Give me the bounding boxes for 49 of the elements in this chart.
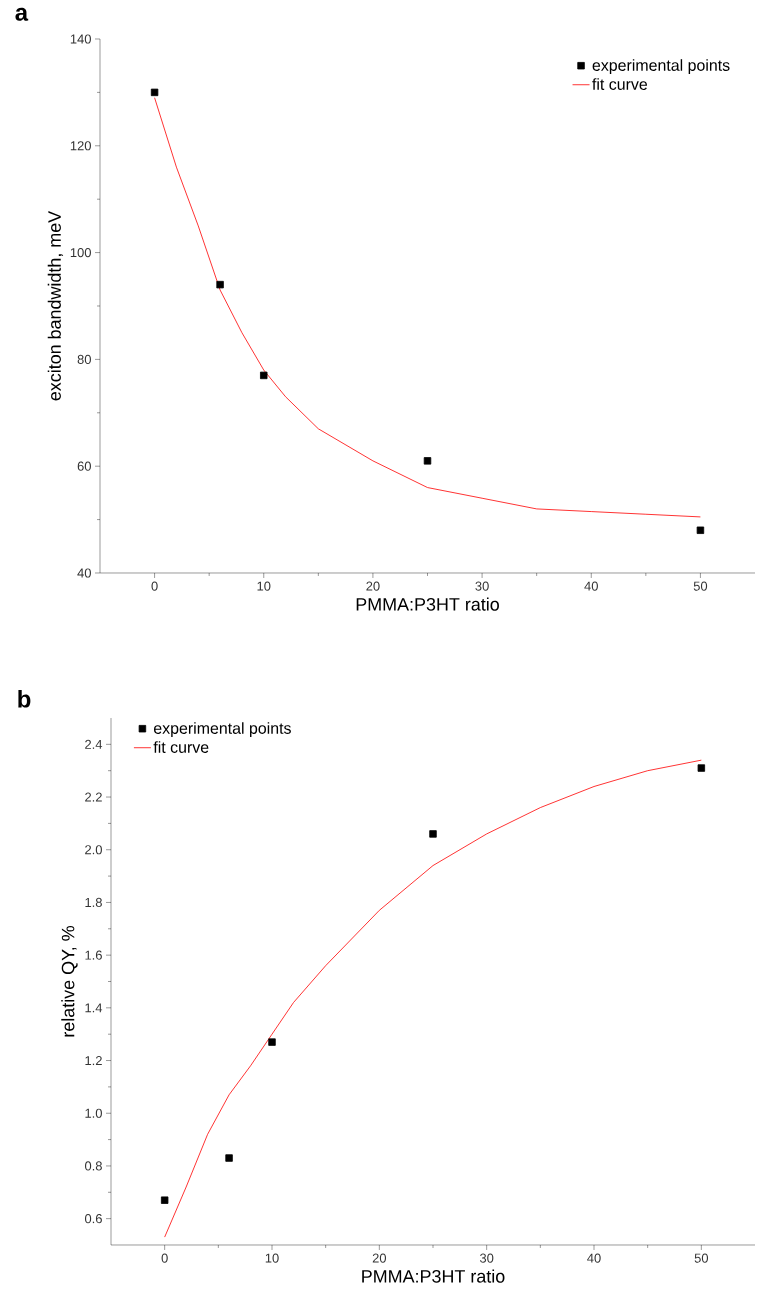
x-tick-label: 0 <box>161 1253 168 1263</box>
x-tick-label: 20 <box>372 1253 387 1263</box>
legend-label: experimental points <box>153 722 291 738</box>
x-tick-label: 10 <box>265 1253 279 1263</box>
y-tick-label: 2.4 <box>85 739 103 749</box>
x-tick-label: 20 <box>366 581 380 591</box>
x-tick-label: 30 <box>479 1253 494 1263</box>
chart-title: b <box>18 690 31 708</box>
y-tick-label: 1.0 <box>85 1108 102 1118</box>
point <box>260 371 268 380</box>
y-tick-label: 1.4 <box>85 1003 103 1013</box>
y-tick-label: 120 <box>70 141 91 151</box>
x-tick-label: 40 <box>584 581 598 591</box>
line-series <box>164 759 702 1238</box>
y-tick-label: 2.2 <box>85 792 102 802</box>
x-axis-title: PMMA:P3HT ratio <box>356 597 499 611</box>
y-axis-title: exciton bandwidth, meV <box>47 210 64 401</box>
legend-label: experimental points <box>592 59 730 75</box>
y-tick-label: 40 <box>77 568 91 578</box>
point <box>150 88 159 97</box>
legend-label: fit curve <box>153 741 209 753</box>
y-tick-label: 0.6 <box>84 1214 102 1224</box>
y-tick-label: 1.8 <box>85 897 102 908</box>
x-tick-label: 30 <box>475 581 489 591</box>
y-axis-title: relative QY, % <box>61 926 78 1037</box>
point <box>697 764 706 772</box>
x-tick-label: 40 <box>587 1253 601 1263</box>
x-tick-label: 50 <box>693 581 708 591</box>
y-tick-label: 60 <box>77 461 91 471</box>
chart-title: a <box>15 7 29 21</box>
point <box>225 1154 233 1162</box>
point <box>696 526 705 534</box>
x-tick-label: 50 <box>694 1253 709 1263</box>
point <box>216 280 224 289</box>
point <box>429 830 437 838</box>
y-tick-label: 140 <box>70 34 91 44</box>
y-tick-label: 1.6 <box>85 950 102 960</box>
x-tick-label: 0 <box>151 581 158 591</box>
x-axis-title: PMMA:P3HT ratio <box>362 1269 505 1283</box>
point <box>160 1196 169 1204</box>
legend-label: fit curve <box>592 78 648 90</box>
y-tick-label: 100 <box>70 248 91 258</box>
y-tick-label: 2.0 <box>85 845 102 855</box>
y-tick-label: 0.8 <box>84 1161 102 1171</box>
y-tick-label: 80 <box>77 354 91 364</box>
x-tick-label: 10 <box>257 581 271 591</box>
y-tick-label: 1.2 <box>85 1056 102 1066</box>
point <box>423 457 432 465</box>
point <box>268 1038 276 1046</box>
